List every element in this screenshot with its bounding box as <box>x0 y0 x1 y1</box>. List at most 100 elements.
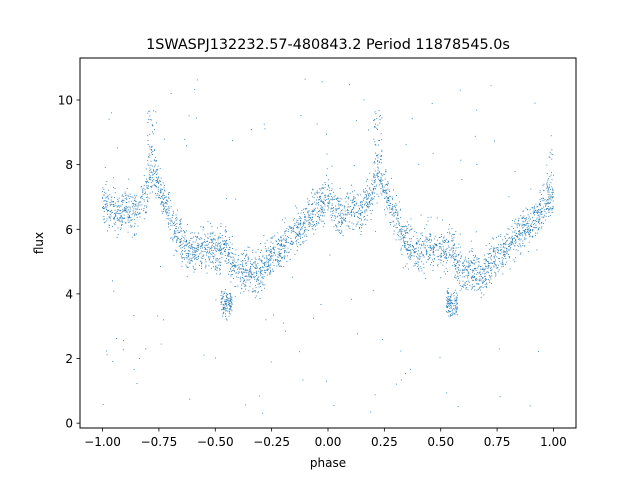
data-point <box>397 220 399 222</box>
data-point <box>455 307 457 309</box>
data-point <box>263 270 265 271</box>
data-point <box>450 301 452 303</box>
data-point <box>278 260 280 262</box>
data-point <box>244 285 246 287</box>
data-point <box>333 405 335 407</box>
data-point <box>143 207 145 209</box>
data-point <box>472 275 474 277</box>
data-point <box>446 306 448 308</box>
data-point <box>425 239 427 241</box>
data-point <box>150 146 152 148</box>
data-point <box>448 310 450 312</box>
data-point <box>244 288 246 290</box>
data-point <box>138 357 140 359</box>
data-point <box>181 257 183 259</box>
data-point <box>107 189 109 191</box>
data-point <box>249 275 251 277</box>
data-point <box>505 258 507 260</box>
data-point <box>313 233 315 235</box>
data-point <box>210 242 212 244</box>
data-point <box>373 176 375 178</box>
data-point <box>149 167 151 169</box>
data-point <box>114 215 116 217</box>
data-point <box>367 203 369 205</box>
data-point <box>499 396 501 398</box>
data-point <box>148 197 150 199</box>
data-point <box>224 255 226 256</box>
data-point <box>216 258 218 259</box>
data-point <box>401 226 403 228</box>
data-point <box>229 300 231 302</box>
data-point <box>423 254 424 256</box>
data-point <box>207 233 209 235</box>
data-point <box>156 177 157 178</box>
data-point <box>376 173 378 175</box>
data-point <box>451 299 453 301</box>
data-point <box>247 279 249 281</box>
data-point <box>102 191 104 193</box>
data-point <box>542 197 544 199</box>
data-point <box>116 206 118 208</box>
data-point <box>365 209 367 211</box>
data-point <box>150 177 152 179</box>
data-point <box>297 222 299 224</box>
data-point <box>167 196 169 198</box>
data-point <box>185 250 186 252</box>
data-point <box>549 195 551 197</box>
data-point <box>350 211 352 213</box>
data-point <box>508 254 509 255</box>
data-point <box>378 162 380 163</box>
data-point <box>274 258 276 260</box>
data-point <box>224 310 226 312</box>
data-point <box>119 213 120 215</box>
data-point <box>450 256 452 258</box>
data-point <box>551 172 552 174</box>
data-point <box>467 266 469 268</box>
data-point <box>256 267 258 269</box>
data-point <box>219 253 221 254</box>
data-point <box>148 157 150 158</box>
data-point <box>212 244 214 246</box>
data-point <box>475 231 477 233</box>
data-point <box>348 198 350 200</box>
data-point <box>292 241 293 243</box>
data-point <box>378 170 380 172</box>
data-point <box>137 205 139 207</box>
x-tick-label: 0.75 <box>484 435 511 449</box>
data-point <box>444 239 445 241</box>
data-point <box>508 256 510 258</box>
data-point <box>519 238 521 240</box>
data-point <box>457 261 459 263</box>
data-point <box>229 306 231 308</box>
data-point <box>106 204 108 206</box>
data-point <box>257 278 259 280</box>
data-point <box>186 145 187 147</box>
data-point <box>112 225 113 227</box>
data-point <box>388 182 390 184</box>
data-point <box>151 145 153 147</box>
data-point <box>539 220 541 222</box>
data-point <box>538 204 540 205</box>
data-point <box>270 271 272 273</box>
data-point <box>102 198 104 199</box>
data-point <box>459 261 461 263</box>
data-point <box>157 315 159 317</box>
data-point <box>417 257 419 259</box>
data-point <box>288 251 290 253</box>
data-point <box>393 233 395 235</box>
data-point <box>353 198 355 200</box>
data-point <box>158 190 159 192</box>
data-point <box>220 245 221 247</box>
data-point <box>284 231 285 233</box>
data-point <box>314 214 316 216</box>
data-point <box>476 163 478 165</box>
data-point <box>467 275 469 276</box>
data-point <box>439 246 441 248</box>
data-point <box>283 239 285 241</box>
data-point <box>439 236 441 238</box>
data-point <box>217 242 219 244</box>
data-point <box>370 219 372 220</box>
data-point <box>485 275 487 277</box>
data-point <box>452 309 454 311</box>
data-point <box>523 225 525 227</box>
